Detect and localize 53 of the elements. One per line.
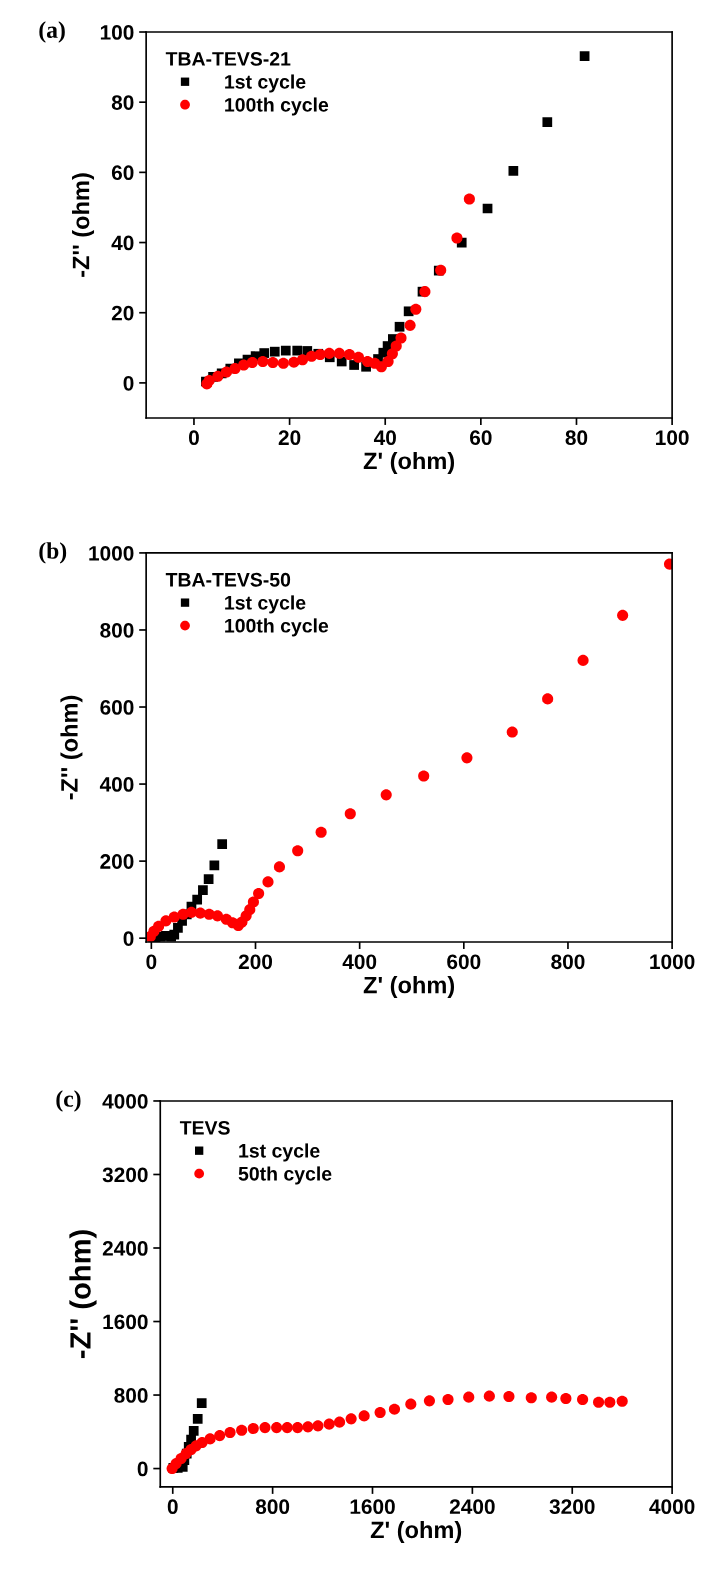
y-tick-label: 800 — [100, 622, 134, 638]
legend-title: TEVS — [179, 1120, 230, 1135]
x-tick-label: 800 — [255, 1499, 290, 1515]
x-tick-label: 200 — [238, 954, 273, 970]
y-tick-label: 4000 — [102, 1093, 148, 1109]
x-axis-title: Z' (ohm) — [363, 976, 455, 999]
x-tick-label: 3200 — [549, 1499, 595, 1515]
x-tick-label: 80 — [565, 430, 588, 446]
x-tick-label: 400 — [342, 954, 377, 970]
y-tick-label: 0 — [123, 931, 134, 946]
chart-title: (c) — [56, 1090, 81, 1112]
legend-label: 100th cycle — [225, 618, 329, 637]
y-tick-label: 3200 — [102, 1167, 148, 1183]
y-tick-label: 60 — [111, 165, 134, 181]
y-axis-title: -Z'' (ohm) — [69, 1230, 97, 1359]
chart-title: (b) — [39, 542, 67, 564]
y-axis-title: -Z'' (ohm) — [60, 695, 83, 800]
legend-title: TBA-TEVS-21 — [165, 51, 291, 66]
x-tick-label: 0 — [167, 1499, 178, 1515]
y-axis-title: -Z'' (ohm) — [72, 173, 95, 277]
x-tick-label: 100 — [656, 430, 689, 446]
legend-title: TBA-TEVS-50 — [165, 572, 291, 587]
x-tick-label: 1000 — [650, 954, 695, 970]
y-tick-label: 600 — [100, 700, 134, 715]
x-tick-label: 20 — [278, 430, 301, 446]
y-tick-label: 0 — [137, 1461, 148, 1477]
x-tick-label: 40 — [373, 430, 396, 446]
y-tick-label: 20 — [111, 305, 134, 321]
y-tick-label: 1000 — [89, 545, 134, 561]
y-tick-label: 200 — [100, 854, 134, 869]
x-axis-title: Z' (ohm) — [370, 1520, 462, 1543]
x-tick-label: 800 — [551, 954, 585, 970]
legend-label: 50th cycle — [238, 1166, 332, 1185]
chart-title: (a) — [39, 21, 65, 43]
x-tick-label: 2400 — [449, 1499, 495, 1515]
y-tick-label: 40 — [111, 235, 134, 251]
y-tick-label: 1600 — [103, 1314, 148, 1330]
x-tick-label: 60 — [470, 430, 492, 446]
legend-label: 100th cycle — [225, 97, 329, 116]
y-tick-label: 800 — [114, 1388, 148, 1403]
y-tick-label: 2400 — [102, 1241, 148, 1256]
legend-label: 1st cycle — [225, 595, 306, 614]
x-tick-label: 0 — [188, 430, 199, 446]
x-tick-label: 600 — [447, 954, 481, 970]
y-tick-label: 100 — [100, 25, 134, 40]
y-tick-label: 0 — [123, 375, 134, 391]
legend-label: 1st cycle — [239, 1143, 320, 1162]
x-axis-title: Z' (ohm) — [363, 451, 455, 474]
x-tick-label: 4000 — [649, 1499, 695, 1515]
y-tick-label: 80 — [111, 95, 134, 110]
x-tick-label: 1600 — [350, 1499, 395, 1515]
y-tick-label: 400 — [99, 777, 134, 792]
legend-label: 1st cycle — [225, 74, 306, 93]
